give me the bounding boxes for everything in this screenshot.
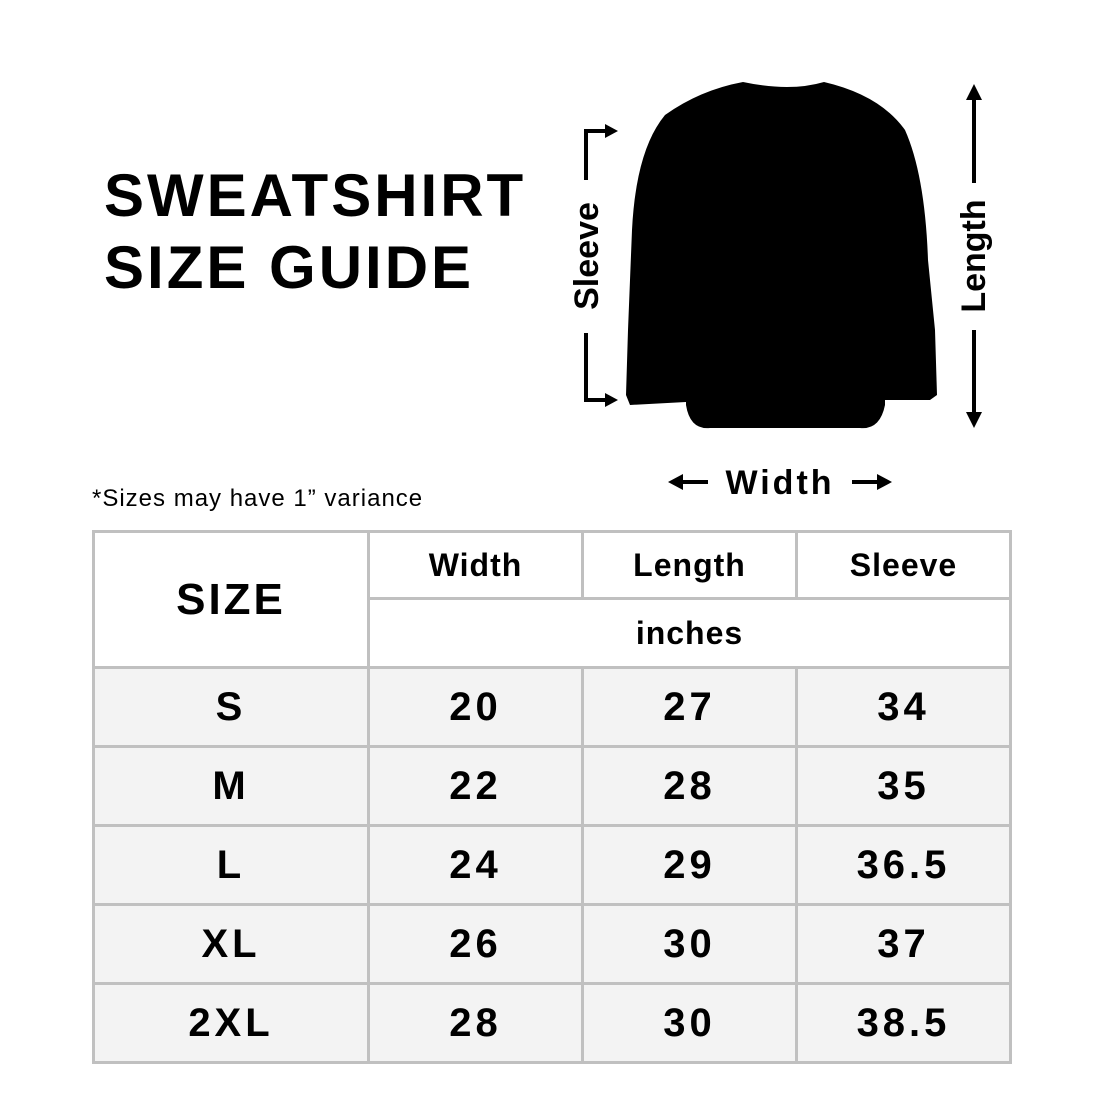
sleeve-arrow (584, 129, 608, 402)
cell-sleeve: 34 (795, 666, 1012, 748)
table-row: L 24 29 36.5 (92, 824, 1012, 906)
cell-size: S (92, 666, 370, 748)
title-line-1: SWEATSHIRT (104, 162, 527, 229)
sweatshirt-image (626, 82, 937, 429)
cell-length: 28 (581, 745, 798, 827)
table-row: XL 26 30 37 (92, 903, 1012, 985)
table-row: S 20 27 34 (92, 666, 1012, 748)
cell-size: 2XL (92, 982, 370, 1064)
cell-width: 20 (367, 666, 584, 748)
sweatshirt-diagram: Sleeve Length Width (568, 82, 993, 502)
arrow-head-icon (605, 124, 618, 138)
title-line-2: SIZE GUIDE (104, 234, 475, 301)
size-header: SIZE (92, 530, 370, 669)
cell-width: 24 (367, 824, 584, 906)
cell-size: XL (92, 903, 370, 985)
cell-sleeve: 37 (795, 903, 1012, 985)
length-label: Length (955, 199, 993, 312)
arrow-head-icon (605, 393, 618, 407)
cell-sleeve: 36.5 (795, 824, 1012, 906)
column-header-length: Length (581, 530, 798, 600)
cell-width: 28 (367, 982, 584, 1064)
cell-length: 29 (581, 824, 798, 906)
variance-note: *Sizes may have 1” variance (92, 485, 424, 512)
arrow-right-icon (877, 474, 892, 490)
table-row: M 22 28 35 (92, 745, 1012, 827)
size-table: SIZE Width Length Sleeve inches S 20 27 34 M… (92, 530, 1012, 1064)
page-title: SWEATSHIRT SIZE GUIDE (104, 160, 526, 304)
sleeve-label: Sleeve (568, 202, 606, 310)
cell-sleeve: 35 (795, 745, 1012, 827)
width-label: Width (725, 464, 834, 502)
cell-width: 26 (367, 903, 584, 985)
arrow-left-icon (668, 474, 683, 490)
arrow-up-icon (966, 84, 982, 100)
cell-length: 27 (581, 666, 798, 748)
unit-header: inches (367, 597, 1012, 669)
table-row: 2XL 28 30 38.5 (92, 982, 1012, 1064)
arrow-down-icon (966, 412, 982, 428)
column-header-sleeve: Sleeve (795, 530, 1012, 600)
cell-sleeve: 38.5 (795, 982, 1012, 1064)
column-header-width: Width (367, 530, 584, 600)
cell-size: M (92, 745, 370, 827)
cell-width: 22 (367, 745, 584, 827)
cell-length: 30 (581, 982, 798, 1064)
cell-size: L (92, 824, 370, 906)
cell-length: 30 (581, 903, 798, 985)
